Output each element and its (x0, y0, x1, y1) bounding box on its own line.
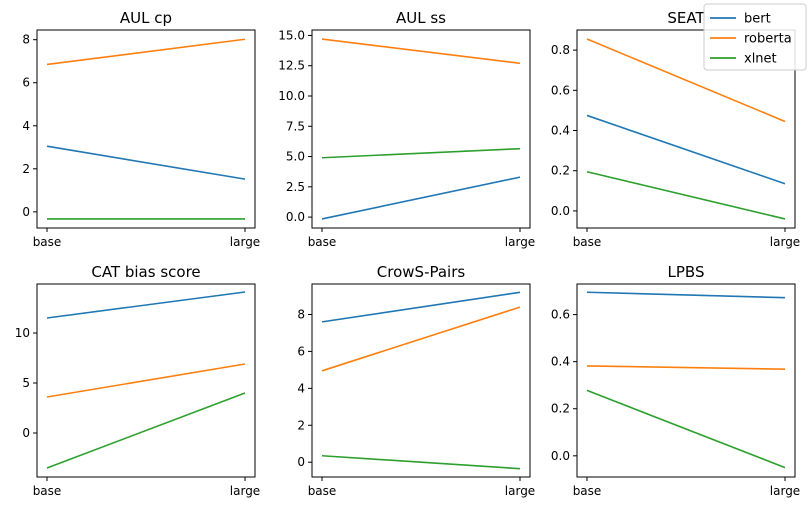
y-tick-label: 2.5 (286, 180, 305, 194)
axes-frame (576, 29, 796, 229)
x-tick-label: large (230, 235, 260, 249)
x-tick-label: base (308, 235, 337, 249)
legend-label-bert: bert (744, 12, 771, 27)
y-tick-label: 5 (22, 376, 30, 390)
series-line-roberta (586, 365, 786, 371)
y-tick-label: 0.0 (551, 204, 570, 218)
series-line-bert (321, 176, 521, 220)
y-tick-label: 4 (22, 119, 30, 133)
series-line-roberta (321, 38, 521, 65)
x-tick-label: large (770, 484, 800, 498)
panel-title: SEAT (667, 9, 705, 27)
axes-frame (576, 283, 796, 478)
y-tick-label: 8 (297, 307, 305, 321)
y-tick-label: 2 (297, 418, 305, 432)
x-tick-label: large (505, 235, 535, 249)
y-tick-label: 7.5 (286, 119, 305, 133)
series-line-xlnet (586, 389, 786, 469)
y-tick-label: 0.6 (551, 83, 570, 97)
y-tick-label: 6 (22, 76, 30, 90)
y-tick-label: 0.6 (551, 308, 570, 322)
y-tick-label: 0.2 (551, 402, 570, 416)
series-line-roberta (46, 38, 246, 66)
y-tick-label: 4 (297, 381, 305, 395)
y-tick-label: 0.0 (286, 210, 305, 224)
axes-frame (311, 29, 531, 229)
y-tick-label: 0 (22, 426, 30, 440)
x-tick-label: base (573, 484, 602, 498)
y-tick-label: 2 (22, 162, 30, 176)
series-line-xlnet (46, 392, 246, 469)
axes-frame (36, 283, 256, 478)
panel-6: LPBS 0.0 0.2 0.4 0.6 base large (551, 263, 800, 498)
series-line-bert (46, 291, 246, 319)
series-line-bert (586, 114, 786, 185)
y-tick-label: 0.0 (551, 449, 570, 463)
series-line-xlnet (586, 170, 786, 220)
panel-2: AUL ss 0.0 2.5 5.0 7.5 10.0 12.5 15.0 base large (278, 9, 535, 249)
y-tick-label: 10.0 (278, 89, 305, 103)
series-line-bert (586, 291, 786, 299)
panel-5: CrowS-Pairs 0 2 4 6 8 base large (297, 263, 535, 498)
axes-frame (36, 29, 256, 229)
legend-label-xlnet: xlnet (744, 52, 777, 67)
y-tick-label: 5.0 (286, 150, 305, 164)
x-tick-label: base (573, 235, 602, 249)
panel-1: AUL cp 0 2 4 6 8 base large (22, 9, 260, 249)
panel-4: CAT bias score 0 5 10 base large (15, 263, 260, 498)
x-tick-label: base (33, 235, 62, 249)
panel-title: CrowS-Pairs (377, 263, 466, 281)
axes-frame (311, 283, 531, 478)
panel-title: AUL cp (120, 9, 172, 27)
y-tick-label: 12.5 (278, 59, 305, 73)
series-line-bert (46, 145, 246, 180)
y-tick-label: 15.0 (278, 28, 305, 42)
y-tick-label: 0.8 (551, 43, 570, 57)
series-line-xlnet (321, 454, 521, 470)
series-line-roberta (321, 306, 521, 372)
y-tick-label: 6 (297, 344, 305, 358)
series-line-roberta (46, 363, 246, 398)
series-line-xlnet (321, 147, 521, 159)
series-line-bert (321, 291, 521, 323)
legend-box (703, 3, 807, 71)
series-line-roberta (586, 38, 786, 123)
y-tick-label: 0 (22, 205, 30, 219)
legend-label-roberta: roberta (744, 32, 792, 47)
y-tick-label: 0.4 (551, 124, 570, 138)
panel-title: CAT bias score (91, 263, 200, 281)
y-tick-label: 0.4 (551, 355, 570, 369)
x-tick-label: large (230, 484, 260, 498)
x-tick-label: large (505, 484, 535, 498)
x-tick-label: large (770, 235, 800, 249)
y-tick-label: 0.2 (551, 164, 570, 178)
panel-title: AUL ss (396, 9, 446, 27)
panel-title: LPBS (668, 263, 705, 281)
y-tick-label: 10 (15, 326, 30, 340)
legend: bert roberta xlnet (703, 3, 807, 71)
x-tick-label: base (33, 484, 62, 498)
x-tick-label: base (308, 484, 337, 498)
y-tick-label: 0 (297, 455, 305, 469)
y-tick-label: 8 (22, 33, 30, 47)
panel-3: SEAT 0.0 0.2 0.4 0.6 0.8 base large (551, 9, 800, 249)
